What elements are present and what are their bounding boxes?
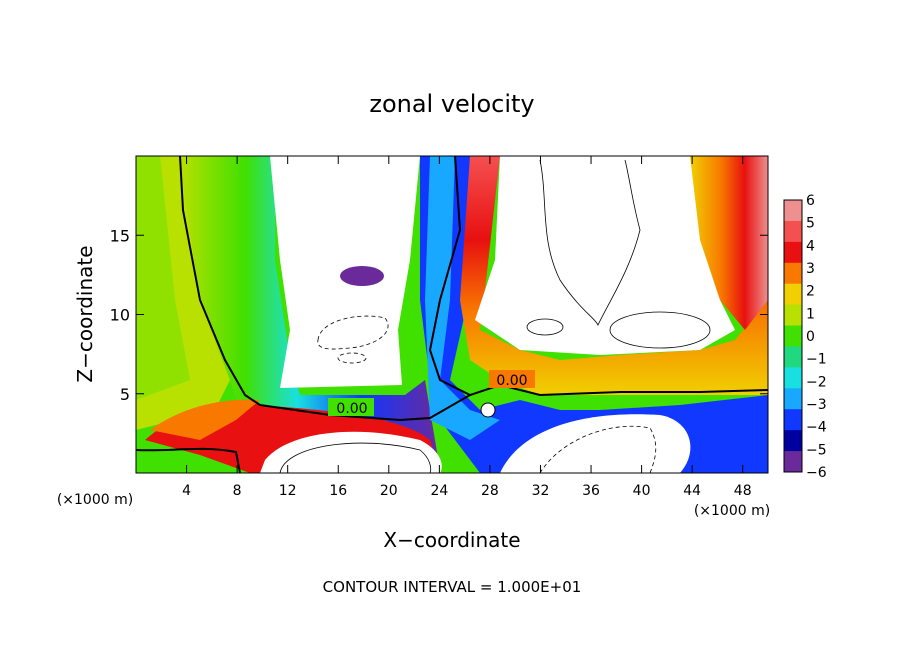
field-region-blue-center xyxy=(420,156,768,473)
contour-negative-small xyxy=(337,352,367,364)
colorbar-tick-label: 6 xyxy=(806,193,815,209)
contour-label-2: 0.00 xyxy=(496,373,527,389)
colorbar-swatch xyxy=(784,325,802,347)
contour-positive-ellipse xyxy=(609,311,711,349)
colorbar-tick-label: 5 xyxy=(806,216,815,232)
contour-zero-lower-left xyxy=(136,447,241,473)
colorbar-tick-label: 3 xyxy=(806,261,815,277)
contour-interval-note: CONTOUR INTERVAL = 1.000E+01 xyxy=(323,578,582,596)
x-tick-label: 12 xyxy=(279,483,297,499)
x-unit-right: (×1000 m) xyxy=(694,503,770,519)
colorbar-swatch xyxy=(784,346,802,368)
colorbar-tick-label: −3 xyxy=(806,397,827,413)
contour-label-bg-2 xyxy=(489,370,535,388)
heatmap-field: 0.00 0.00 xyxy=(136,156,768,473)
x-tick-label: 36 xyxy=(582,483,600,499)
x-tick-label: 32 xyxy=(532,483,550,499)
colorbar-tick-label: 2 xyxy=(806,284,815,300)
field-region-yellowgreen xyxy=(136,156,190,400)
y-tick-label: 10 xyxy=(110,306,130,325)
colorbar-tick-label: −4 xyxy=(806,420,827,436)
x-tick-label: 44 xyxy=(683,483,701,499)
x-tick-label: 16 xyxy=(329,483,347,499)
colorbar-swatch xyxy=(784,220,802,243)
colorbar-swatch xyxy=(784,409,802,431)
x-tick-label: 48 xyxy=(734,483,752,499)
contour-zero-upper xyxy=(428,156,471,396)
colorbar-tick-label: −5 xyxy=(806,442,827,458)
colorbar-swatch xyxy=(784,430,802,452)
colorbar-swatch xyxy=(784,283,802,306)
x-unit-left: (×1000 m) xyxy=(57,492,133,508)
contour-negative-lower xyxy=(539,425,657,473)
x-axis-label: X−coordinate xyxy=(383,528,520,552)
field-white-upper-right xyxy=(475,156,735,355)
x-tick-label: 4 xyxy=(182,483,191,499)
contour-label-1: 0.00 xyxy=(336,401,367,417)
colorbar-swatch xyxy=(784,451,802,473)
contour-positive-small xyxy=(526,318,564,336)
field-blob-purple xyxy=(340,266,384,286)
colorbar-tick-label: −6 xyxy=(806,465,827,481)
field-white-lower-left xyxy=(260,431,442,473)
x-axis: 4 8 12 16 20 24 28 32 36 40 44 48 xyxy=(182,156,752,499)
colorbar: 6 5 4 3 2 1 0 −1 −2 −3 −4 −5 −6 xyxy=(783,193,827,481)
colorbar-tick-label: −2 xyxy=(806,374,827,390)
y-tick-label: 15 xyxy=(110,226,130,245)
field-region-cyan-center xyxy=(425,156,500,440)
y-tick-label: 5 xyxy=(120,385,130,404)
x-tick-label: 8 xyxy=(233,483,242,499)
contour-zero-main xyxy=(179,156,768,422)
chart-title: zonal velocity xyxy=(369,90,534,118)
colorbar-swatch xyxy=(784,200,802,222)
colorbar-tick-label: 1 xyxy=(806,306,815,322)
x-tick-label: 20 xyxy=(380,483,398,499)
colorbar-frame xyxy=(783,199,803,473)
contour-positive-upper xyxy=(539,159,641,326)
x-tick-label: 24 xyxy=(430,483,448,499)
y-axis: 5 10 15 xyxy=(110,226,768,404)
colorbar-swatch xyxy=(784,388,802,410)
contour-label-bg-1 xyxy=(328,398,374,416)
x-tick-label: 28 xyxy=(481,483,499,499)
field-region-positive-right xyxy=(690,156,768,330)
colorbar-swatch xyxy=(784,241,802,264)
colorbar-swatch xyxy=(784,367,802,389)
field-blob-small-white xyxy=(480,402,496,418)
colorbar-swatch xyxy=(784,262,802,285)
colorbar-swatch xyxy=(784,304,802,327)
colorbar-tick-label: −1 xyxy=(806,352,827,368)
colorbar-tick-label: 0 xyxy=(806,329,815,345)
colorbar-tick-label: 4 xyxy=(806,238,815,254)
y-axis-label: Z−coordinate xyxy=(73,245,97,382)
x-tick-label: 40 xyxy=(633,483,651,499)
contour-negative-upper xyxy=(317,315,389,350)
field-region-lower-orange xyxy=(150,399,260,440)
contour-positive-lower xyxy=(279,442,432,473)
field-white-lower-right xyxy=(500,414,691,473)
